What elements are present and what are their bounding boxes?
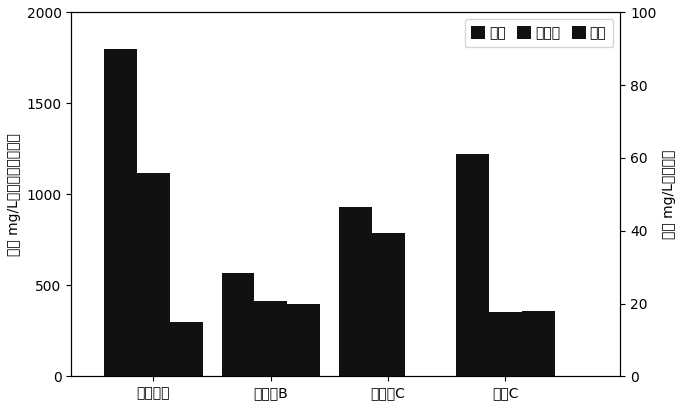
Bar xyxy=(456,154,489,376)
Bar xyxy=(288,304,320,376)
Bar xyxy=(254,301,288,376)
Bar xyxy=(137,173,170,376)
Y-axis label: 浓度 mg/L（苯酚）: 浓度 mg/L（苯酚） xyxy=(662,150,676,239)
Bar xyxy=(104,49,137,376)
Bar xyxy=(221,273,254,376)
Bar xyxy=(522,311,555,376)
Bar xyxy=(372,232,404,376)
Bar xyxy=(339,207,372,376)
Legend: 乙酸, 葡萄糖, 苯酚: 乙酸, 葡萄糖, 苯酚 xyxy=(464,20,613,47)
Bar xyxy=(489,312,522,376)
Y-axis label: 浓度 mg/L（乙酸、葡萄糖）: 浓度 mg/L（乙酸、葡萄糖） xyxy=(7,133,21,256)
Bar xyxy=(170,322,203,376)
